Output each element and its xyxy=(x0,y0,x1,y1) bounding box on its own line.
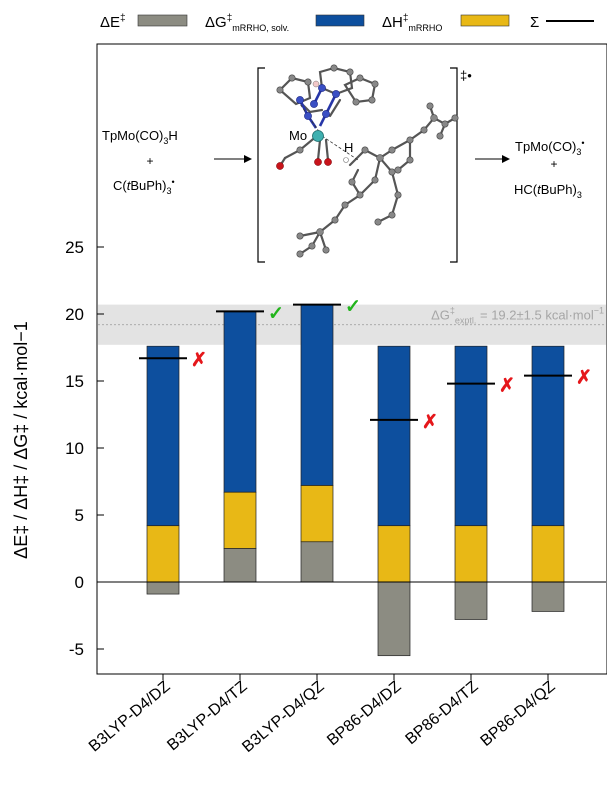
bar-dg-4 xyxy=(454,345,488,527)
bar-dh-5 xyxy=(531,525,565,583)
bar-dg-0 xyxy=(146,345,180,527)
x-tick-label-1: B3LYP-D4/TZ xyxy=(164,678,250,754)
y-tick-label-4: 15 xyxy=(65,372,84,391)
y-axis: -5 0 5 10 15 20 25 xyxy=(65,238,104,659)
transition-state-structure-image: Mo H xyxy=(276,64,459,258)
experimental-label-main: ΔG xyxy=(431,308,450,323)
y-tick-label-2: 5 xyxy=(75,506,84,525)
bar-de-4 xyxy=(454,581,488,620)
ts-bracket-right xyxy=(450,67,458,263)
bar-de-2 xyxy=(300,541,334,583)
product-1: TpMo(CO)3• xyxy=(515,138,585,157)
bars xyxy=(146,304,565,657)
y-tick-label-0: -5 xyxy=(69,640,84,659)
legend-swatch-dh xyxy=(460,14,510,27)
experimental-label-sup: ‡ xyxy=(450,306,455,316)
bar-de-0 xyxy=(146,581,180,595)
checkmark-icon: ✓ xyxy=(345,297,361,318)
experimental-band-group: ΔG‡exptl. = 19.2±1.5 kcal·mol−1 xyxy=(98,304,606,345)
cross-icon: ✗ xyxy=(191,350,207,371)
x-tick-label-3: BP86-D4/DZ xyxy=(324,678,405,749)
ts-mark: ‡• xyxy=(460,68,472,83)
bar-dh-3 xyxy=(377,525,411,583)
y-tick-label-5: 20 xyxy=(65,305,84,324)
cross-icon: ✗ xyxy=(576,368,592,389)
plot-frame xyxy=(96,43,607,675)
ts-bracket-left xyxy=(257,67,265,263)
x-tick-label-5: BP86-D4/QZ xyxy=(477,678,558,750)
bar-dh-0 xyxy=(146,525,180,583)
sum-markers: ✗ ✓ ✓ ✗ ✗ ✗ xyxy=(139,297,592,433)
mo-label: Mo xyxy=(289,128,307,143)
legend: ΔE‡ ΔG‡mRRHO, solv. ΔH‡mRRHO Σ xyxy=(100,13,594,33)
legend-item-dh: ΔH‡mRRHO xyxy=(382,13,510,33)
bar-dh-1 xyxy=(223,491,257,549)
experimental-label-sub: exptl. xyxy=(455,316,477,326)
bar-dg-1 xyxy=(223,310,257,493)
y-tick-label-3: 10 xyxy=(65,439,84,458)
legend-item-dg: ΔG‡mRRHO, solv. xyxy=(205,13,365,33)
reaction-scheme: TpMo(CO)3H + C(tBuPh)3• ‡• xyxy=(102,64,585,263)
x-tick-label-2: B3LYP-D4/QZ xyxy=(239,678,328,756)
experimental-label-tail: = 19.2±1.5 kcal·mol xyxy=(476,308,593,323)
arrow-left xyxy=(214,155,252,163)
x-tick-labels: B3LYP-D4/DZB3LYP-D4/TZB3LYP-D4/QZBP86-D4… xyxy=(86,674,559,756)
x-tick-label-0: B3LYP-D4/DZ xyxy=(86,678,174,756)
legend-item-de: ΔE‡ xyxy=(100,13,188,31)
bar-de-3 xyxy=(377,581,411,657)
reactant-2: C(tBuPh)3• xyxy=(113,177,175,196)
y-tick-label-6: 25 xyxy=(65,238,84,257)
cross-icon: ✗ xyxy=(422,412,438,433)
svg-text:Σ: Σ xyxy=(530,14,539,31)
cross-icon: ✗ xyxy=(499,376,515,397)
bar-de-1 xyxy=(223,548,257,583)
bar-dh-2 xyxy=(300,485,334,543)
arrow-right xyxy=(475,155,510,163)
product-2: HC(tBuPh)3 xyxy=(514,182,582,200)
legend-item-sum: Σ xyxy=(530,14,594,31)
y-tick-label-1: 0 xyxy=(75,573,84,592)
y-axis-label: ΔE‡ / ΔH‡ / ΔG‡ / kcal·mol−1 xyxy=(11,321,31,559)
experimental-label: ΔG‡exptl. = 19.2±1.5 kcal·mol−1 xyxy=(431,306,604,326)
plus-2: + xyxy=(550,157,557,171)
bar-dg-5 xyxy=(531,345,565,527)
svg-text:ΔH‡mRRHO: ΔH‡mRRHO xyxy=(382,13,442,33)
experimental-label-unit: −1 xyxy=(594,306,604,316)
x-tick-label-4: BP86-D4/TZ xyxy=(403,678,482,748)
bar-dg-3 xyxy=(377,345,411,527)
bar-dg-2 xyxy=(300,304,334,486)
svg-text:ΔE‡: ΔE‡ xyxy=(100,13,126,31)
legend-swatch-de xyxy=(137,14,188,27)
svg-text:ΔG‡mRRHO, solv.: ΔG‡mRRHO, solv. xyxy=(205,13,289,33)
bar-de-5 xyxy=(531,581,565,612)
h-label: H xyxy=(344,140,353,155)
reactant-1: TpMo(CO)3H xyxy=(102,128,178,146)
legend-swatch-dg xyxy=(315,14,365,27)
bar-dh-4 xyxy=(454,525,488,583)
checkmark-icon: ✓ xyxy=(268,303,284,324)
plus-1: + xyxy=(146,154,153,168)
